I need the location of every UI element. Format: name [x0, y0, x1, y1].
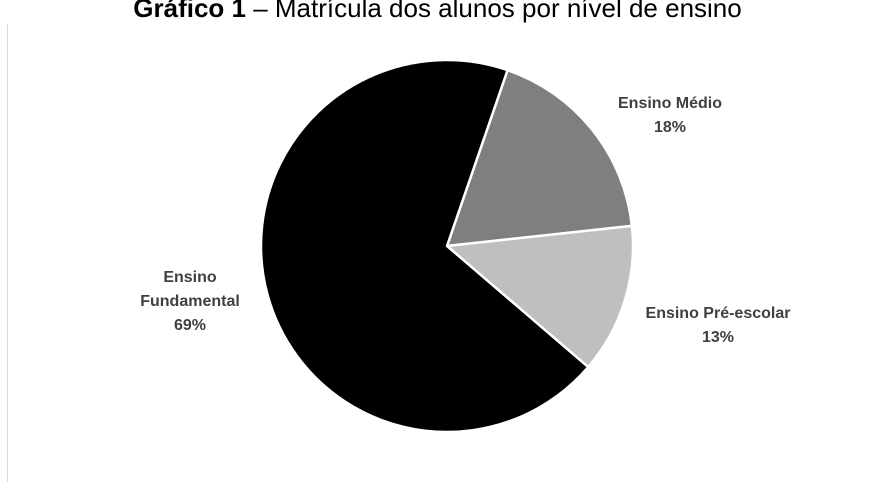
data-label-medio: Ensino Médio 18% [618, 95, 722, 136]
data-label-line: 69% [174, 317, 206, 334]
chart-title: Gráfico 1 – Matrícula dos alunos por nív… [0, 0, 875, 28]
data-label-line: 13% [702, 329, 734, 346]
chart-title-text: – Matrícula dos alunos por nível de ensi… [245, 0, 742, 23]
data-label-line: 18% [654, 119, 686, 136]
data-label-fundamental: Ensino Fundamental 69% [140, 269, 240, 334]
data-label-line: Ensino Pré-escolar [646, 305, 791, 322]
data-label-line: Fundamental [140, 293, 240, 310]
data-label-line: Ensino Médio [618, 95, 722, 112]
data-label-line: Ensino [163, 269, 217, 286]
pie-slice-2 [259, 58, 590, 434]
chart-frame-border [7, 24, 8, 482]
chart-title-number: Gráfico 1 [133, 0, 246, 23]
data-label-pre-escolar: Ensino Pré-escolar 13% [646, 305, 791, 346]
pie-slice-1 [445, 224, 635, 369]
